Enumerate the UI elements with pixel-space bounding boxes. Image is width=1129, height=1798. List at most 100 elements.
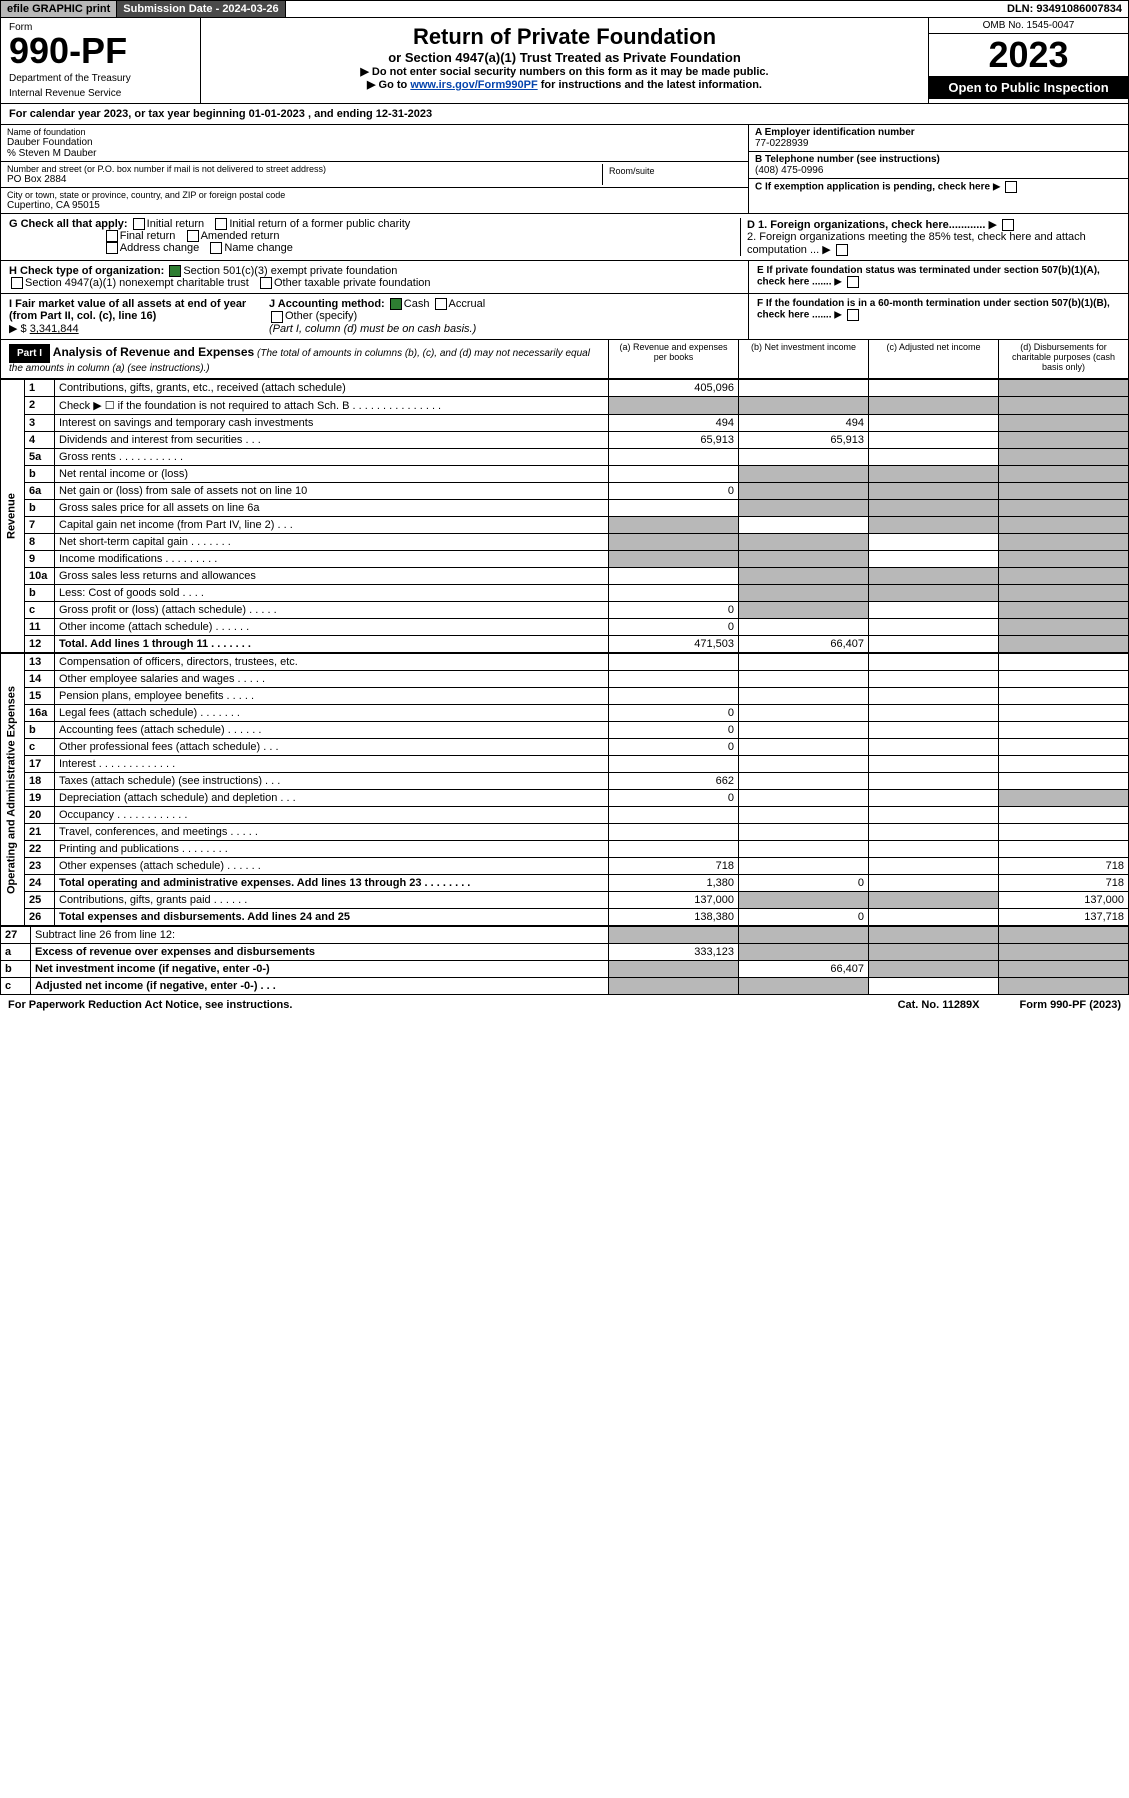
- row-num: b: [1, 961, 31, 978]
- cell-a: 662: [609, 773, 739, 790]
- cell-c: [869, 961, 999, 978]
- row-num: 21: [25, 824, 55, 841]
- city: Cupertino, CA 95015: [7, 200, 742, 211]
- j-note: (Part I, column (d) must be on cash basi…: [269, 323, 476, 335]
- f-label: F If the foundation is in a 60-month ter…: [757, 298, 1110, 321]
- cell-c: [869, 807, 999, 824]
- cell-c: [869, 841, 999, 858]
- form-code: 990-PF: [9, 33, 192, 69]
- cell-a: 405,096: [609, 380, 739, 397]
- f-cb[interactable]: [847, 309, 859, 321]
- cell-a: 333,123: [609, 944, 739, 961]
- open-inspection: Open to Public Inspection: [929, 76, 1128, 99]
- cell-a: [609, 534, 739, 551]
- cell-c: [869, 909, 999, 926]
- h-501-cb[interactable]: [169, 265, 181, 277]
- g-initial-former-cb[interactable]: [215, 218, 227, 230]
- table-row: Operating and Administrative Expenses13C…: [1, 654, 1129, 671]
- table-row: bLess: Cost of goods sold . . . .: [1, 585, 1129, 602]
- row-num: 1: [25, 380, 55, 397]
- cell-c: [869, 551, 999, 568]
- form-note-2: ▶ Go to www.irs.gov/Form990PF for instru…: [207, 78, 922, 91]
- d1-cb[interactable]: [1002, 219, 1014, 231]
- cell-a: [609, 568, 739, 585]
- row-label: Net gain or (loss) from sale of assets n…: [55, 483, 609, 500]
- row-label: Gross rents . . . . . . . . . . .: [55, 449, 609, 466]
- row-label: Printing and publications . . . . . . . …: [55, 841, 609, 858]
- j-other-cb[interactable]: [271, 311, 283, 323]
- row-label: Other income (attach schedule) . . . . .…: [55, 619, 609, 636]
- row-num: 12: [25, 636, 55, 653]
- cell-d: [999, 927, 1129, 944]
- row-label: Dividends and interest from securities .…: [55, 432, 609, 449]
- cell-a: 0: [609, 602, 739, 619]
- cell-c: [869, 483, 999, 500]
- revenue-table: Revenue1Contributions, gifts, grants, et…: [0, 379, 1129, 653]
- table-row: cGross profit or (loss) (attach schedule…: [1, 602, 1129, 619]
- cell-b: [739, 892, 869, 909]
- table-row: 9Income modifications . . . . . . . . .: [1, 551, 1129, 568]
- g-name-cb[interactable]: [210, 242, 222, 254]
- table-row: 4Dividends and interest from securities …: [1, 432, 1129, 449]
- d2-cb[interactable]: [836, 244, 848, 256]
- cell-b: [739, 517, 869, 534]
- cell-d: 718: [999, 858, 1129, 875]
- part1-title: Analysis of Revenue and Expenses: [53, 345, 254, 359]
- h-other-cb[interactable]: [260, 277, 272, 289]
- j-cash-cb[interactable]: [390, 298, 402, 310]
- cell-b: [739, 807, 869, 824]
- cell-c: [869, 449, 999, 466]
- row-label: Occupancy . . . . . . . . . . . .: [55, 807, 609, 824]
- cell-a: [609, 756, 739, 773]
- cell-a: [609, 585, 739, 602]
- j-accrual-cb[interactable]: [435, 298, 447, 310]
- row-label: Compensation of officers, directors, tru…: [55, 654, 609, 671]
- form-link[interactable]: www.irs.gov/Form990PF: [410, 79, 537, 91]
- row-label: Gross sales price for all assets on line…: [55, 500, 609, 517]
- table-row: 8Net short-term capital gain . . . . . .…: [1, 534, 1129, 551]
- cell-b: [739, 790, 869, 807]
- foundation-name: Dauber Foundation: [7, 137, 742, 148]
- h-4947-cb[interactable]: [11, 277, 23, 289]
- row-label: Gross sales less returns and allowances: [55, 568, 609, 585]
- cell-c: [869, 432, 999, 449]
- g-check-block: G Check all that apply: Initial return I…: [0, 214, 1129, 261]
- row-label: Check ▶ ☐ if the foundation is not requi…: [55, 397, 609, 415]
- dept-1: Department of the Treasury: [9, 73, 192, 84]
- g-initial-cb[interactable]: [133, 218, 145, 230]
- row-num: b: [25, 722, 55, 739]
- footer-mid: Cat. No. 11289X: [898, 999, 980, 1011]
- section-label: Revenue: [1, 380, 25, 653]
- i-value: 3,341,844: [30, 323, 79, 335]
- table-row: bGross sales price for all assets on lin…: [1, 500, 1129, 517]
- g-amended-cb[interactable]: [187, 230, 199, 242]
- cell-d: [999, 944, 1129, 961]
- cell-a: 718: [609, 858, 739, 875]
- e-cb[interactable]: [847, 276, 859, 288]
- cell-b: [739, 654, 869, 671]
- cell-b: 66,407: [739, 636, 869, 653]
- cell-b: [739, 619, 869, 636]
- ein: 77-0228939: [755, 138, 1122, 149]
- row-label: Interest . . . . . . . . . . . . .: [55, 756, 609, 773]
- cell-a: 0: [609, 619, 739, 636]
- cell-b: [739, 773, 869, 790]
- c-checkbox[interactable]: [1005, 181, 1017, 193]
- g-final-cb[interactable]: [106, 230, 118, 242]
- cell-c: [869, 790, 999, 807]
- cell-c: [869, 636, 999, 653]
- cell-d: [999, 380, 1129, 397]
- row-label: Total expenses and disbursements. Add li…: [55, 909, 609, 926]
- section-label: Operating and Administrative Expenses: [1, 654, 25, 926]
- row-label: Adjusted net income (if negative, enter …: [31, 978, 609, 995]
- cell-c: [869, 773, 999, 790]
- row-num: 4: [25, 432, 55, 449]
- cell-c: [869, 619, 999, 636]
- cell-a: [609, 671, 739, 688]
- table-row: cOther professional fees (attach schedul…: [1, 739, 1129, 756]
- g-addr-cb[interactable]: [106, 242, 118, 254]
- ein-label: A Employer identification number: [755, 127, 1122, 138]
- cell-d: 137,000: [999, 892, 1129, 909]
- row-num: c: [25, 739, 55, 756]
- cell-a: 494: [609, 415, 739, 432]
